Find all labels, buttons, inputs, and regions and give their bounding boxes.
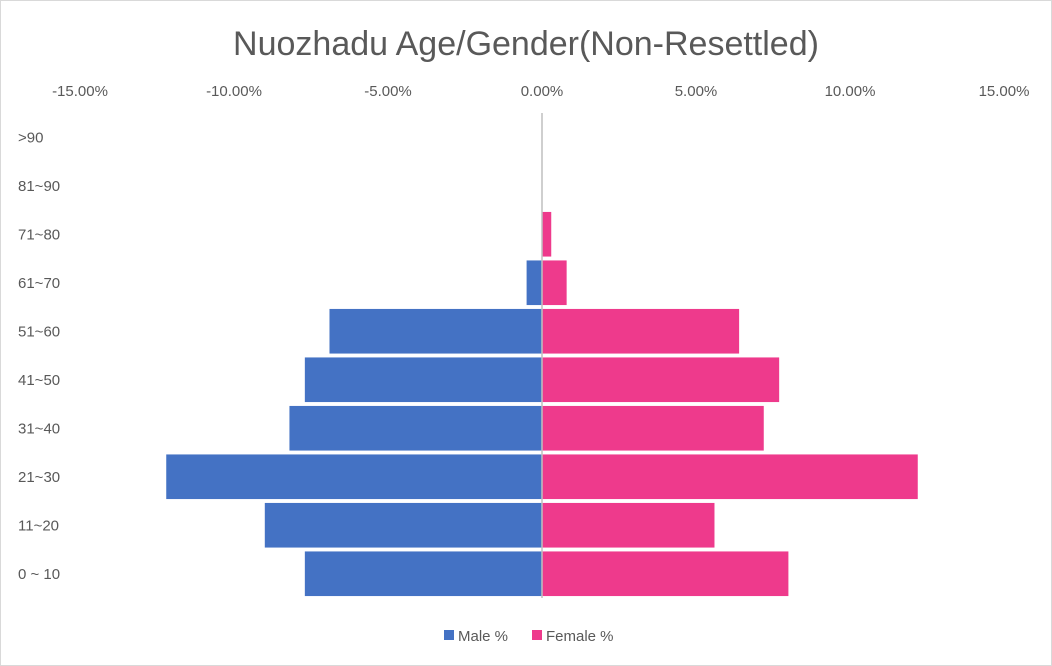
male-bar	[304, 551, 542, 597]
female-bar	[542, 502, 715, 548]
y-tick-label: 21~30	[18, 469, 60, 486]
x-axis-tick-labels: -15.00% -10.00% -5.00% 0.00% 5.00% 10.00% 15.0…	[52, 83, 1029, 100]
female-bar	[542, 260, 567, 306]
chart-title: Nuozhadu Age/Gender(Non-Resettled)	[233, 25, 819, 63]
male-bar	[304, 357, 542, 403]
male-bar	[264, 502, 542, 548]
legend-swatch	[444, 630, 454, 640]
female-bar	[542, 357, 780, 403]
bars-group	[166, 211, 918, 597]
male-bar	[289, 405, 542, 451]
y-tick-label: 41~50	[18, 372, 60, 389]
x-tick-label: -10.00%	[206, 83, 262, 100]
male-bar	[329, 308, 542, 354]
legend-swatch	[532, 630, 542, 640]
legend-label: Male %	[458, 628, 508, 645]
y-tick-label: >90	[18, 129, 43, 146]
x-tick-label: 0.00%	[521, 83, 564, 100]
female-bar	[542, 308, 740, 354]
y-tick-label: 61~70	[18, 275, 60, 292]
x-tick-label: -5.00%	[364, 83, 412, 100]
y-tick-label: 11~20	[18, 517, 59, 534]
female-bar	[542, 551, 789, 597]
legend: Male % Female %	[444, 628, 614, 645]
y-tick-label: 71~80	[18, 226, 60, 243]
female-bar	[542, 405, 764, 451]
x-tick-label: -15.00%	[52, 83, 108, 100]
male-bar	[166, 454, 543, 500]
y-tick-label: 51~60	[18, 323, 60, 340]
female-bar	[542, 454, 918, 500]
y-tick-label: 81~90	[18, 178, 60, 195]
x-tick-label: 5.00%	[675, 83, 718, 100]
y-tick-label: 0 ~ 10	[18, 566, 60, 583]
x-tick-label: 15.00%	[979, 83, 1030, 100]
female-bar	[542, 211, 552, 257]
legend-label: Female %	[546, 628, 614, 645]
x-tick-label: 10.00%	[825, 83, 876, 100]
male-bar	[526, 260, 542, 306]
y-tick-label: 31~40	[18, 420, 60, 437]
y-axis-tick-labels: 0 ~ 10 11~20 21~30 31~40 41~50 51~60 61~70 71~8…	[18, 129, 60, 583]
